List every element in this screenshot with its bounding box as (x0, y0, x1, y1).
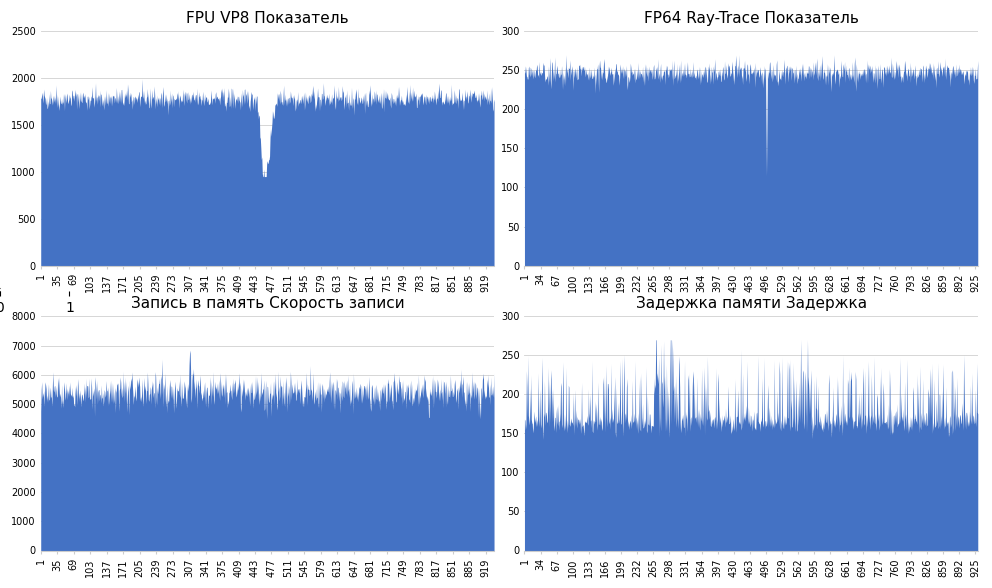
Title: Задержка памяти Задержка: Задержка памяти Задержка (636, 296, 867, 311)
Title: FPU VP8 Показатель: FPU VP8 Показатель (186, 11, 349, 26)
Title: FP64 Ray-Trace Показатель: FP64 Ray-Trace Показатель (644, 11, 858, 26)
Title: Запись в память Скорость записи: Запись в память Скорость записи (131, 296, 404, 311)
